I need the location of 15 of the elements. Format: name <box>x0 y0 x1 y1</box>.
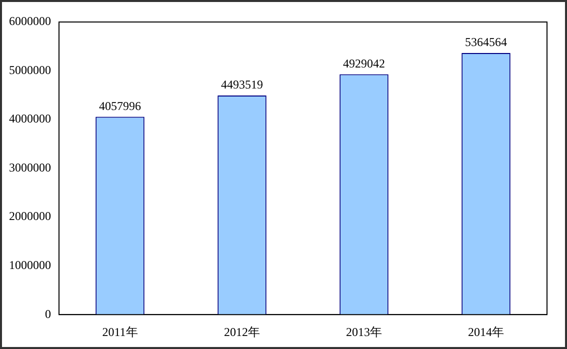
data-label: 4057996 <box>99 98 141 113</box>
x-tick-label: 2014年 <box>468 324 504 339</box>
data-label: 4929042 <box>343 56 385 70</box>
x-tick-label: 2011年 <box>102 324 138 339</box>
y-tick-label: 4000000 <box>9 112 51 126</box>
x-tick-label: 2012年 <box>224 324 260 339</box>
y-tick-label: 5000000 <box>9 62 51 77</box>
data-label: 4493519 <box>221 78 263 92</box>
x-tick-label: 2013年 <box>346 324 382 339</box>
y-tick-label: 1000000 <box>9 258 51 272</box>
y-tick-label: 2000000 <box>9 209 51 224</box>
data-label: 5364564 <box>465 35 507 50</box>
y-tick-label: 0 <box>45 306 51 321</box>
y-tick-label: 6000000 <box>9 14 51 28</box>
y-tick-label: 3000000 <box>9 160 51 174</box>
